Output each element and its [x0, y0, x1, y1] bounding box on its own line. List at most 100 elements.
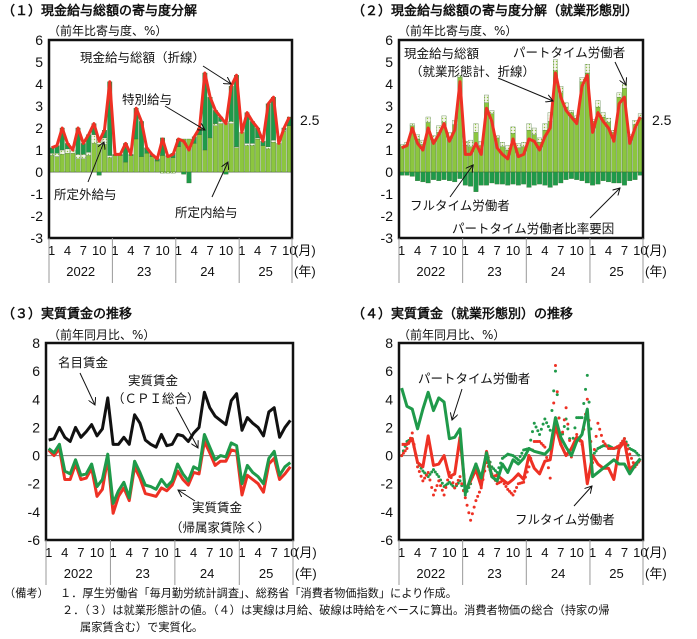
bar-2: [515, 171, 521, 186]
dotted-point: [596, 421, 600, 425]
y-tick-label: 3: [35, 98, 43, 114]
dotted-point: [582, 402, 586, 406]
arrow-total: [202, 65, 231, 84]
dotted-point: [548, 428, 552, 432]
x-month-label: 10: [506, 243, 520, 258]
dotted-point: [426, 470, 430, 474]
annotation-real-ex-1: 実質賃金: [192, 500, 243, 515]
dotted-point: [515, 485, 519, 489]
bar-0: [70, 153, 76, 173]
bar-0: [281, 131, 287, 173]
x-month-label: 10: [219, 545, 233, 560]
dotted-point: [516, 458, 520, 462]
annotation-fulltime: フルタイム労働者: [515, 512, 615, 527]
x-year-label: 24: [551, 566, 565, 581]
annotation-overtime: 所定外給与: [54, 187, 117, 202]
dotted-point: [433, 470, 437, 474]
dotted-point: [470, 512, 474, 516]
x-month-label: 1: [398, 243, 405, 258]
dotted-point: [605, 444, 609, 448]
dotted-point: [585, 397, 589, 401]
bar-0: [213, 125, 218, 173]
x-month-label: 4: [61, 545, 68, 560]
bar-0: [123, 161, 128, 173]
dotted-point: [522, 480, 526, 484]
x-month-label: 1: [174, 545, 181, 560]
dotted-point: [601, 440, 605, 443]
x-year-label: 25: [259, 566, 273, 581]
x-month-label: 1: [525, 243, 532, 258]
bar-2: [473, 171, 479, 192]
dotted-point: [405, 447, 409, 451]
x-year-label: 24: [200, 566, 214, 581]
dotted-point: [428, 472, 432, 476]
bar-1: [500, 142, 505, 147]
bar-1: [595, 100, 601, 108]
bar-0: [404, 144, 410, 173]
y-tick-label: -1: [381, 186, 394, 202]
y-tick-label: 6: [385, 32, 393, 48]
bar-1: [160, 171, 165, 174]
x-month-label: 4: [478, 243, 485, 258]
bar-2: [478, 171, 484, 186]
bar-0: [276, 143, 282, 173]
dotted-point: [566, 427, 570, 431]
x-year-label: 24: [200, 264, 214, 279]
bar-0: [102, 144, 107, 173]
y-tick-label: -2: [381, 208, 394, 224]
x-month-label: 10: [282, 243, 296, 258]
bar-0: [260, 145, 266, 173]
bar-2: [510, 171, 516, 185]
bar-2: [468, 171, 474, 187]
bar-0: [568, 112, 574, 173]
bar-0: [128, 155, 134, 173]
x-month-label: 7: [142, 545, 149, 560]
y-tick-label: -2: [31, 208, 44, 224]
x-year-label: 2022: [64, 566, 93, 581]
bar-2: [531, 171, 537, 186]
bar-2: [574, 171, 580, 180]
x-year-label: 24: [551, 264, 565, 279]
y-tick-label: -4: [28, 504, 41, 520]
arrow-parttime: [452, 388, 463, 420]
dotted-point: [423, 476, 427, 480]
y-tick-label: 4: [385, 391, 393, 407]
x-year-unit: (年): [645, 264, 667, 279]
arrow-fulltime: [573, 486, 592, 507]
dotted-point: [444, 485, 448, 489]
bar-0: [271, 142, 276, 173]
dotted-point: [416, 465, 420, 469]
x-month-label: 10: [569, 243, 583, 258]
bar-2: [521, 171, 527, 185]
x-month-label: 1: [525, 545, 532, 560]
x-month-label: 10: [569, 545, 583, 560]
dotted-point: [476, 494, 480, 498]
dotted-point: [453, 486, 457, 490]
x-month-label: 4: [414, 545, 421, 560]
bar-1: [409, 123, 415, 126]
y-tick-label: -2: [381, 476, 394, 492]
plot-frame: [397, 341, 645, 542]
bar-0: [59, 154, 65, 173]
bar-1: [218, 121, 224, 124]
dotted-point: [561, 430, 565, 434]
bar-0: [563, 106, 569, 173]
bar-2: [489, 171, 495, 184]
dotted-point: [598, 427, 602, 431]
dotted-point: [633, 449, 637, 453]
dotted-point: [587, 400, 591, 404]
x-year-label: 23: [487, 566, 501, 581]
x-year-label: 25: [258, 264, 272, 279]
dotted-point: [437, 479, 441, 483]
dotted-point: [545, 455, 549, 459]
y-tick-label: 5: [35, 54, 43, 70]
y-tick-label: -3: [381, 230, 394, 246]
x-month-label: 4: [541, 545, 548, 560]
annotation-scheduled: 所定内給与: [175, 205, 238, 220]
bar-0: [86, 155, 92, 173]
bar-2: [568, 171, 574, 179]
x-month-unit: (月): [645, 545, 667, 560]
y-tick-label: 0: [35, 164, 43, 180]
dotted-point: [603, 442, 607, 446]
